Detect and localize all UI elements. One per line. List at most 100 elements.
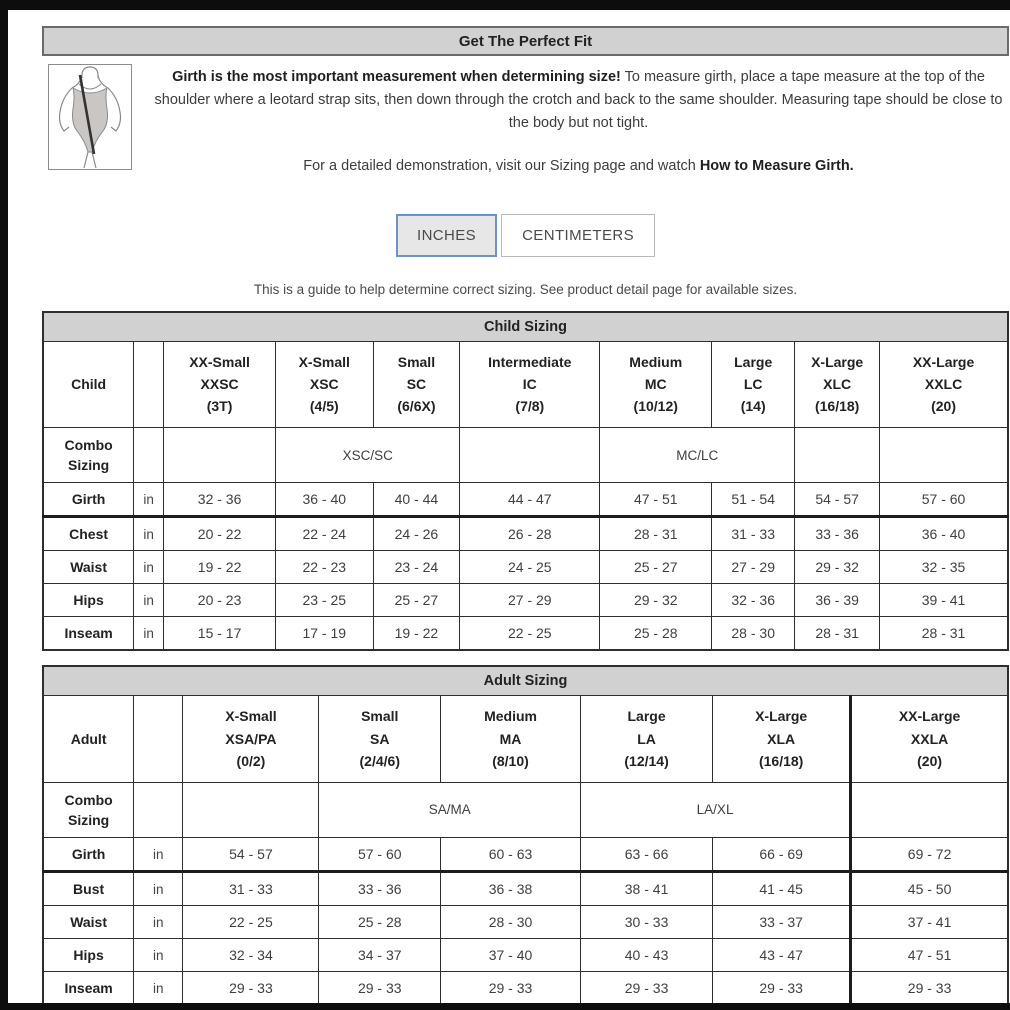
- adult-sizing-table: Adult Sizing Adult X-Small XSA/PA (0/2) Sm…: [42, 665, 1009, 1007]
- column-header: Small SA (2/4/6): [318, 695, 442, 783]
- size-cell: 31 - 33: [182, 871, 320, 907]
- size-number: (16/18): [758, 753, 804, 770]
- size-cell: 36 - 38: [440, 871, 581, 907]
- combo-cell: MC/LC: [599, 426, 796, 484]
- size-name: X-Small: [298, 353, 350, 370]
- inches-button[interactable]: INCHES: [396, 213, 498, 257]
- empty-cell: [163, 426, 277, 484]
- size-name: Large: [627, 708, 666, 725]
- size-cell: 15 - 17: [163, 616, 277, 651]
- unit-cell: in: [133, 616, 165, 651]
- size-code: MC: [644, 375, 667, 392]
- size-number: (16/18): [814, 398, 860, 415]
- column-header: Large LA (12/14): [579, 695, 714, 783]
- girth-instructions: Girth is the most important measurement …: [132, 64, 1009, 174]
- unit-cell: in: [133, 905, 184, 940]
- size-cell: 32 - 34: [182, 938, 320, 973]
- row-label: Waist: [42, 550, 135, 585]
- size-cell: 36 - 40: [879, 516, 1009, 552]
- size-cell: 33 - 36: [794, 516, 881, 552]
- empty-cell: [182, 781, 320, 839]
- size-cell: 26 - 28: [459, 516, 601, 552]
- column-header: Medium MA (8/10): [440, 695, 581, 783]
- size-cell: 19 - 22: [163, 550, 277, 585]
- row-label: Waist: [42, 905, 135, 940]
- size-cell: 22 - 25: [182, 905, 320, 940]
- size-code: LC: [743, 375, 763, 392]
- size-cell: 19 - 22: [372, 616, 461, 651]
- size-code: LA: [637, 730, 656, 747]
- size-cell: 41 - 45: [712, 871, 852, 907]
- size-cell: 60 - 63: [440, 837, 581, 873]
- size-cell: 29 - 33: [849, 971, 1009, 1006]
- size-cell: 37 - 40: [440, 938, 581, 973]
- girth-lead-text: Girth is the most important measurement …: [172, 69, 621, 85]
- size-cell: 51 - 54: [711, 482, 796, 518]
- size-code: XSC: [309, 375, 339, 392]
- size-cell: 29 - 33: [579, 971, 714, 1006]
- combo-cell: LA/XL: [579, 781, 852, 839]
- size-name: XX-Small: [189, 353, 250, 370]
- sizing-page: Get The Perfect Fit Girth is the most im…: [42, 10, 1009, 1007]
- size-number: (7/8): [515, 398, 545, 415]
- sizing-guide-note: This is a guide to help determine correc…: [253, 281, 798, 297]
- size-cell: 28 - 31: [599, 516, 713, 552]
- empty-cell: [849, 781, 1009, 839]
- size-code: XXLC: [924, 375, 963, 392]
- empty-cell: [133, 781, 184, 839]
- size-code: XLC: [823, 375, 852, 392]
- size-code: MA: [499, 730, 522, 747]
- demo-prefix-text: For a detailed demonstration, visit our …: [303, 157, 700, 174]
- unit-cell: in: [133, 516, 165, 552]
- column-header: XX-Large XXLC (20): [879, 340, 1009, 428]
- child-combo-row: Combo Sizing XSC/SC MC/LC: [42, 426, 1009, 484]
- size-code: IC: [522, 375, 537, 392]
- leotard-girth-diagram: [48, 64, 132, 170]
- combo-label: Combo Sizing: [42, 426, 135, 484]
- size-code: XXSC: [200, 375, 239, 392]
- demo-note: For a detailed demonstration, visit our …: [154, 158, 1003, 174]
- child-header-row: Child XX-Small XXSC (3T) X-Small XSC (4/5) S…: [42, 340, 1009, 428]
- demo-bold-text: How to Measure Girth.: [699, 157, 854, 174]
- size-cell: 57 - 60: [879, 482, 1009, 518]
- size-code: XLA: [767, 730, 796, 747]
- row-label: Girth: [42, 837, 135, 873]
- unit-toggle: INCHES CENTIMETERS: [42, 213, 1009, 257]
- size-cell: 17 - 19: [275, 616, 374, 651]
- size-name: XX-Large: [898, 708, 961, 725]
- row-label: Hips: [42, 938, 135, 973]
- size-cell: 30 - 33: [579, 905, 714, 940]
- size-cell: 23 - 24: [372, 550, 461, 585]
- column-header: X-Large XLA (16/18): [712, 695, 852, 783]
- size-cell: 29 - 33: [440, 971, 581, 1006]
- size-cell: 69 - 72: [849, 837, 1009, 873]
- size-cell: 27 - 29: [711, 550, 796, 585]
- size-cell: 22 - 25: [459, 616, 601, 651]
- size-cell: 29 - 32: [794, 550, 881, 585]
- centimeters-button[interactable]: CENTIMETERS: [501, 213, 655, 257]
- size-name: Large: [734, 353, 773, 370]
- column-header: XX-Small XXSC (3T): [163, 340, 277, 428]
- size-number: (3T): [206, 398, 233, 415]
- combo-label: Combo Sizing: [42, 781, 135, 839]
- size-cell: 29 - 33: [712, 971, 852, 1006]
- leotard-figure-icon: [58, 66, 122, 169]
- size-cell: 33 - 37: [712, 905, 852, 940]
- empty-cell: [459, 426, 601, 484]
- row-label: Inseam: [42, 971, 135, 1006]
- unit-cell: in: [133, 837, 184, 873]
- adult-combo-row: Combo Sizing SA/MA LA/XL: [42, 781, 1009, 839]
- size-cell: 24 - 25: [459, 550, 601, 585]
- column-header: Small SC (6/6X): [372, 340, 461, 428]
- size-cell: 47 - 51: [599, 482, 713, 518]
- size-cell: 29 - 33: [318, 971, 442, 1006]
- table-row-bust: Bust in 31 - 33 33 - 36 36 - 38 38 - 41 …: [42, 871, 1009, 907]
- size-number: (12/14): [624, 753, 669, 770]
- size-cell: 43 - 47: [712, 938, 852, 973]
- size-cell: 28 - 31: [794, 616, 881, 651]
- size-number: (20): [917, 753, 943, 770]
- child-table-title: Child Sizing: [42, 311, 1009, 342]
- unit-cell: in: [133, 482, 165, 518]
- row-label: Girth: [42, 482, 135, 518]
- size-cell: 28 - 30: [440, 905, 581, 940]
